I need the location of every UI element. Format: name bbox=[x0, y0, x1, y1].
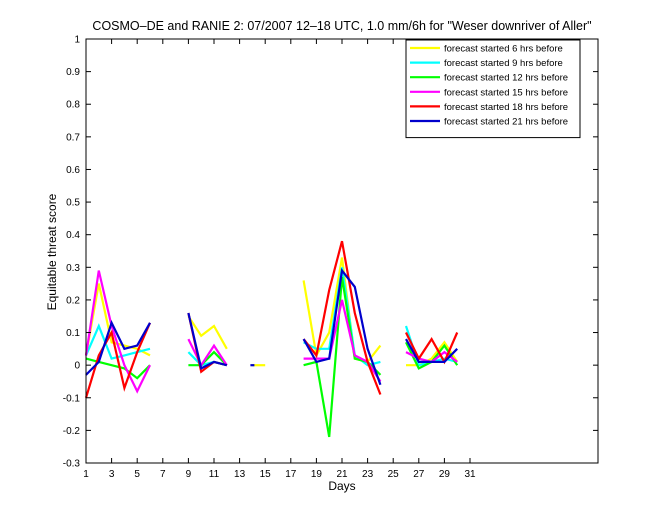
y-tick-label: 0.4 bbox=[66, 230, 80, 241]
y-tick-label: 0.2 bbox=[66, 295, 80, 306]
legend-label: forecast started 21 hrs before bbox=[444, 117, 568, 128]
y-tick-label: 1 bbox=[74, 35, 80, 46]
x-tick-label: 31 bbox=[464, 469, 476, 480]
series-line-segment bbox=[406, 340, 459, 367]
y-tick-label: 0.6 bbox=[66, 165, 80, 176]
series-line-segment bbox=[187, 338, 228, 368]
legend-label: forecast started 18 hrs before bbox=[444, 102, 568, 113]
x-tick-label: 1 bbox=[83, 469, 89, 480]
x-tick-label: 23 bbox=[362, 469, 374, 480]
legend: forecast started 6 hrs before forecast st… bbox=[405, 39, 581, 139]
y-tick-label: 0.3 bbox=[66, 263, 80, 274]
x-tick-label: 27 bbox=[413, 469, 425, 480]
series-line-segment bbox=[85, 319, 151, 376]
y-tick-label: -0.2 bbox=[63, 426, 81, 437]
y-tick-label: 0.9 bbox=[66, 67, 80, 78]
series-line-segment bbox=[84, 322, 152, 399]
legend-label: forecast started 6 hrs before bbox=[444, 44, 563, 55]
series-line-segment bbox=[405, 338, 458, 363]
series-line-segment bbox=[187, 312, 228, 371]
y-tick-label: 0.1 bbox=[66, 328, 80, 339]
series-line-segment bbox=[303, 267, 381, 367]
y-tick-label: 0.8 bbox=[66, 100, 80, 111]
y-tick-label: 0.5 bbox=[66, 198, 80, 209]
x-axis-label: Days bbox=[328, 479, 355, 493]
x-tick-label: 9 bbox=[186, 469, 192, 480]
x-tick-label: 17 bbox=[285, 469, 297, 480]
y-tick-label: -0.1 bbox=[63, 393, 81, 404]
series-line-segment bbox=[187, 315, 228, 350]
series-line-segment bbox=[405, 332, 459, 365]
x-tick-label: 19 bbox=[311, 469, 323, 480]
x-tick-label: 15 bbox=[260, 469, 272, 480]
x-tick-label: 5 bbox=[134, 469, 140, 480]
x-tick-label: 25 bbox=[388, 469, 400, 480]
series-line-segment bbox=[188, 350, 228, 367]
x-tick-label: 13 bbox=[234, 469, 246, 480]
x-tick-label: 29 bbox=[439, 469, 451, 480]
x-tick-label: 21 bbox=[336, 469, 348, 480]
x-tick-label: 3 bbox=[109, 469, 115, 480]
plot-lines bbox=[84, 240, 459, 438]
series-line-segment bbox=[84, 270, 151, 394]
y-tick-label: 0.7 bbox=[66, 132, 80, 143]
series-line-segment bbox=[302, 240, 382, 395]
series-6 bbox=[85, 267, 458, 386]
y-tick-label: -0.3 bbox=[63, 459, 81, 470]
legend-label: forecast started 9 hrs before bbox=[444, 58, 563, 69]
legend-label: forecast started 12 hrs before bbox=[444, 73, 568, 84]
legend-label: forecast started 15 hrs before bbox=[444, 87, 568, 98]
y-axis-label: Equitable threat score bbox=[45, 193, 59, 310]
axes: 1 3 5 7 9 11 13 15 17 19 21 23 25 27 29 31-0.3-0.2-0.10… bbox=[63, 35, 599, 480]
x-tick-label: 7 bbox=[160, 469, 166, 480]
y-tick-label: 0 bbox=[74, 361, 80, 372]
x-tick-label: 11 bbox=[209, 469, 220, 480]
series-line-segment bbox=[302, 267, 382, 386]
chart-title: COSMO–DE and RANIE 2: 07/2007 12–18 UTC,… bbox=[92, 19, 591, 33]
